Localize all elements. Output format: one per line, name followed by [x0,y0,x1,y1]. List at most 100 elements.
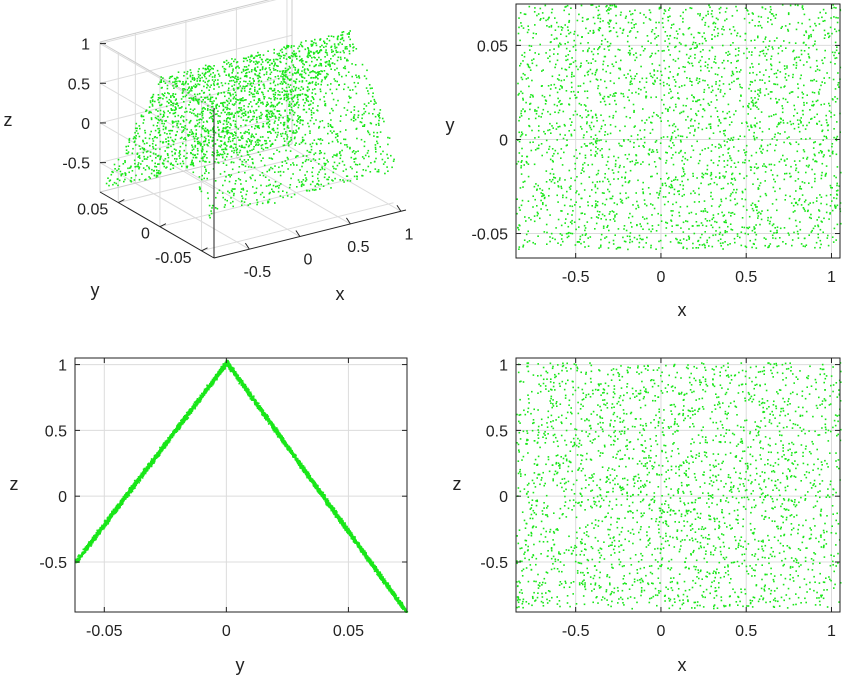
data-point [788,217,791,220]
data-point [560,187,563,190]
data-point-3d [245,119,247,122]
data-point-3d [298,93,300,96]
data-point [522,186,524,188]
data-point [658,240,660,243]
data-point-3d [365,87,368,89]
data-point-3d [227,74,230,76]
data-point-3d [193,99,195,102]
data-point-3d [199,188,201,191]
tick-mark-x [244,242,250,250]
data-point-3d [265,67,267,70]
data-point [683,70,686,73]
data-point [650,42,652,44]
data-point [615,110,617,113]
data-point [764,180,766,182]
data-point [675,201,678,204]
data-point [641,188,644,190]
data-point [617,156,620,159]
data-point-3d [259,136,262,138]
data-point-3d [233,96,236,98]
data-point-3d [149,177,151,179]
data-point [805,44,807,46]
data-point [810,79,812,82]
data-point [758,63,760,65]
data-point-3d [168,92,170,95]
data-point [834,88,837,90]
data-point-3d [236,87,239,89]
data-point-3d [208,79,210,82]
data-point-3d [228,191,231,194]
data-point-3d [388,137,391,139]
data-point-3d [143,147,145,150]
data-point [561,210,563,212]
data-point [710,224,713,226]
data-point [554,17,556,19]
data-point-3d [278,166,280,169]
data-point [654,80,656,83]
data-point-3d [368,133,371,136]
data-point-3d [189,163,192,166]
data-point-3d [305,158,308,161]
data-point [637,204,639,207]
data-point [712,214,715,216]
data-point-3d [182,160,184,163]
data-point-3d [323,168,326,171]
data-point [710,115,712,118]
data-point [597,85,600,87]
data-point [672,76,675,78]
data-point-3d [357,150,359,152]
data-point-3d [317,52,319,55]
data-point-3d [283,137,285,140]
data-point [580,182,583,185]
data-point [608,241,611,244]
data-point [783,141,785,144]
data-point [805,171,807,174]
data-point-3d [172,94,174,97]
data-point-3d [332,180,334,182]
data-point-3d [258,115,261,118]
data-point-3d [273,52,275,54]
data-point [731,172,734,175]
data-point-3d [255,70,258,72]
data-point [653,70,656,72]
data-point [595,222,598,225]
data-point-3d [239,77,242,80]
data-point [707,84,709,86]
data-point-3d [348,32,350,34]
data-point-3d [145,109,148,111]
data-point-3d [208,69,211,72]
data-point [608,7,610,9]
data-point [625,115,628,118]
data-point-3d [331,92,333,95]
data-point [583,104,586,106]
data-point [741,122,743,124]
data-point [634,9,636,12]
data-point-3d [237,72,239,74]
data-point-3d [263,164,266,167]
data-point-3d [178,80,181,82]
data-point-3d [267,118,270,120]
data-point [744,198,747,201]
data-point [591,189,593,191]
data-point-3d [253,93,255,95]
data-point [516,212,518,215]
data-point-3d [209,73,212,76]
data-point-3d [318,171,320,173]
data-point-3d [197,141,200,143]
data-point [730,182,732,184]
data-point-3d [257,92,259,95]
data-point [609,94,612,96]
data-point [583,134,585,136]
data-point-3d [267,121,269,124]
data-point [687,27,690,30]
data-point-3d [346,175,349,177]
data-point-3d [217,120,219,123]
data-point-3d [346,144,348,146]
data-point-3d [246,59,249,62]
data-point-3d [282,54,285,57]
data-point-3d [256,61,258,63]
data-point [550,34,553,36]
data-point [746,9,748,11]
data-point [581,212,584,214]
data-point [585,233,587,235]
